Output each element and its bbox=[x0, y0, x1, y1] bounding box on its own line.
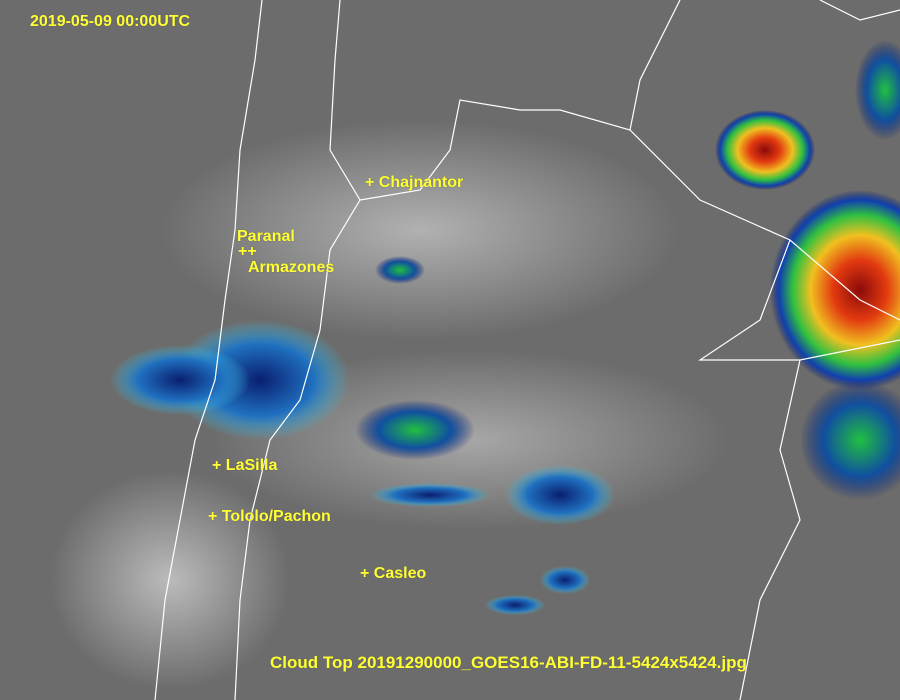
site-label: Chajnantor bbox=[378, 174, 464, 191]
site-chajnantor: + Chajnantor bbox=[365, 174, 463, 192]
cloud-cluster bbox=[485, 595, 545, 615]
cloud-cluster bbox=[505, 465, 615, 525]
cloud-band bbox=[160, 120, 680, 340]
storm-cell bbox=[770, 190, 900, 390]
image-caption: Cloud Top 20191290000_GOES16-ABI-FD-11-5… bbox=[270, 653, 747, 672]
site-label: Tololo/Pachon bbox=[221, 508, 331, 525]
cloud-cluster bbox=[370, 483, 490, 507]
site-marker: + bbox=[365, 174, 375, 191]
site-tololo-pachon: + Tololo/Pachon bbox=[208, 508, 331, 526]
site-lasilla: + LaSilla bbox=[212, 457, 277, 475]
site-label: LaSilla bbox=[225, 457, 278, 474]
storm-cell bbox=[855, 40, 900, 140]
cloud-cluster bbox=[355, 400, 475, 460]
site-marker: + bbox=[212, 457, 222, 474]
country-borders bbox=[154, 0, 900, 700]
cloud-cluster bbox=[375, 256, 425, 284]
cloud-cluster bbox=[540, 566, 590, 594]
site-marker: + bbox=[208, 508, 218, 525]
site-marker-paranal-armazones: ++ bbox=[238, 243, 257, 260]
site-label: Casleo bbox=[373, 565, 427, 582]
storm-cell bbox=[800, 380, 900, 500]
cloud-band bbox=[50, 470, 290, 690]
site-paranal: Paranal bbox=[237, 228, 295, 245]
site-armazones: Armazones bbox=[248, 259, 335, 276]
timestamp: 2019-05-09 00:00UTC bbox=[30, 13, 191, 30]
storm-cell bbox=[715, 110, 815, 190]
site-casleo: + Casleo bbox=[360, 565, 426, 583]
site-marker: + bbox=[360, 565, 370, 582]
cloud-cluster bbox=[110, 345, 250, 415]
